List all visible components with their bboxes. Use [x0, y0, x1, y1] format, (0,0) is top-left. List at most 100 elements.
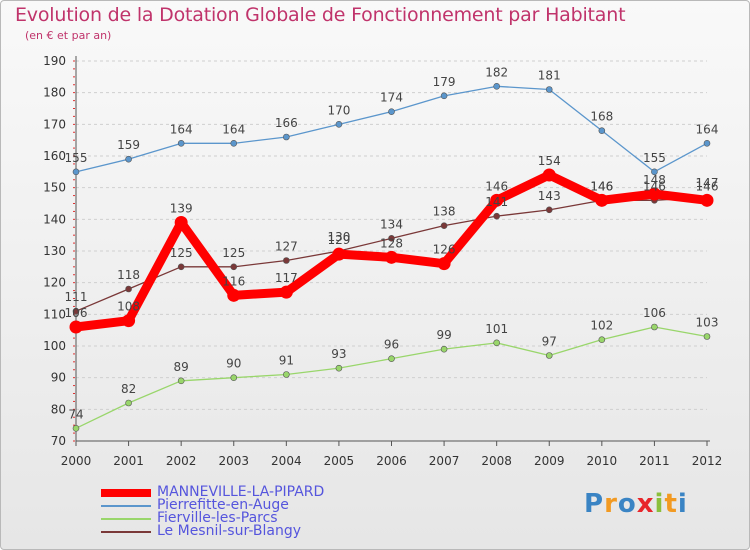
- data-label: 134: [380, 217, 403, 231]
- data-label: 126: [433, 243, 456, 257]
- legend-item: Le Mesnil-sur-Blangy: [101, 523, 324, 539]
- data-label: 141: [485, 195, 508, 209]
- data-label: 174: [380, 91, 403, 105]
- data-point: [647, 187, 661, 201]
- line-chart: 70 80 90 100 110 120 130 140 150 160 170 180 190 2000…: [43, 54, 723, 468]
- x-tick-label: 2004: [271, 454, 302, 468]
- data-point: [335, 364, 343, 372]
- y-tick-label: 90: [51, 371, 66, 385]
- data-label: 89: [174, 360, 189, 374]
- x-tick-label: 2007: [429, 454, 460, 468]
- data-label: 146: [696, 179, 719, 193]
- data-label: 90: [226, 357, 241, 371]
- logo-letter: P: [584, 489, 605, 519]
- data-point: [283, 371, 290, 378]
- data-point: [125, 285, 132, 293]
- data-label: 130: [327, 230, 350, 244]
- data-label: 146: [590, 179, 613, 193]
- logo-letter: o: [617, 489, 637, 519]
- legend-label: Pierrefitte-en-Auge: [157, 497, 289, 513]
- data-point: [440, 92, 448, 100]
- data-point: [493, 339, 500, 347]
- data-point: [388, 235, 395, 242]
- x-tick-label: 2009: [534, 454, 565, 468]
- data-point: [230, 374, 238, 381]
- legend-label: Fierville-les-Parcs: [157, 510, 278, 526]
- data-label: 164: [170, 122, 193, 136]
- y-tick-label: 160: [43, 149, 66, 163]
- data-label: 182: [485, 65, 508, 79]
- legend-item: Fierville-les-Parcs: [101, 510, 324, 526]
- y-tick-label: 140: [43, 212, 66, 226]
- x-tick-label: 2000: [61, 454, 92, 468]
- data-label: 103: [696, 316, 719, 330]
- y-tick-label: 70: [51, 434, 66, 448]
- data-point: [72, 168, 80, 176]
- data-label: 125: [222, 246, 245, 260]
- data-label: 139: [170, 202, 193, 216]
- y-tick-label: 120: [43, 276, 66, 290]
- y-tick-label: 170: [43, 117, 66, 131]
- data-point: [125, 155, 132, 163]
- data-point: [598, 336, 606, 343]
- data-point: [388, 108, 395, 115]
- y-tick-label: 150: [43, 181, 66, 195]
- data-label: 181: [538, 69, 561, 83]
- data-point: [230, 263, 238, 271]
- y-tick-label: 110: [43, 307, 66, 321]
- data-point: [72, 425, 80, 432]
- data-point: [545, 206, 553, 214]
- data-label: 128: [380, 236, 403, 250]
- data-point: [174, 216, 188, 229]
- data-label: 155: [643, 151, 666, 165]
- data-point: [700, 193, 714, 207]
- data-label: 166: [275, 116, 298, 130]
- data-point: [335, 121, 343, 128]
- chart-subtitle: (en € et par an): [25, 29, 112, 42]
- data-point: [230, 140, 238, 147]
- legend-swatch: [101, 517, 151, 520]
- legend-swatch: [101, 488, 151, 497]
- logo-letter: t: [664, 489, 678, 519]
- data-point: [227, 288, 241, 302]
- legend-item: Pierrefitte-en-Auge: [101, 497, 324, 513]
- x-tick-label: 2008: [481, 454, 512, 468]
- data-label: 164: [696, 122, 719, 136]
- data-point: [542, 168, 556, 182]
- data-label: 74: [68, 407, 83, 421]
- data-label: 106: [65, 306, 88, 320]
- logo-letter: i: [654, 489, 665, 519]
- data-point: [490, 193, 504, 207]
- data-label: 93: [331, 347, 346, 361]
- data-label: 102: [590, 319, 613, 333]
- legend-label: MANNEVILLE-LA-PIPARD: [157, 484, 325, 500]
- x-tick-label: 2001: [113, 454, 144, 468]
- logo-letter: r: [604, 489, 618, 519]
- data-point: [122, 314, 136, 328]
- data-label: 82: [121, 382, 136, 396]
- data-label: 96: [384, 338, 399, 352]
- y-tick-label: 100: [43, 339, 66, 353]
- data-point: [651, 323, 658, 331]
- data-point: [69, 320, 83, 334]
- data-point: [437, 257, 451, 271]
- x-tick-label: 2012: [692, 454, 723, 468]
- chart-title: Evolution de la Dotation Globale de Fonc…: [15, 4, 626, 26]
- x-tick-label: 2002: [166, 454, 197, 468]
- data-label: 91: [279, 354, 294, 368]
- data-label: 146: [590, 179, 613, 193]
- data-point: [279, 285, 293, 299]
- legend-label: Le Mesnil-sur-Blangy: [157, 523, 302, 539]
- data-label: 179: [433, 75, 456, 89]
- legend-swatch: [101, 504, 151, 507]
- data-point: [545, 352, 553, 359]
- logo-letter: i: [677, 489, 688, 519]
- data-label: 99: [436, 328, 451, 342]
- data-label: 154: [538, 154, 561, 168]
- data-point: [493, 83, 500, 90]
- data-label: 125: [170, 246, 193, 260]
- data-point: [595, 193, 609, 207]
- y-tick-label: 180: [43, 86, 66, 100]
- data-point: [177, 377, 185, 385]
